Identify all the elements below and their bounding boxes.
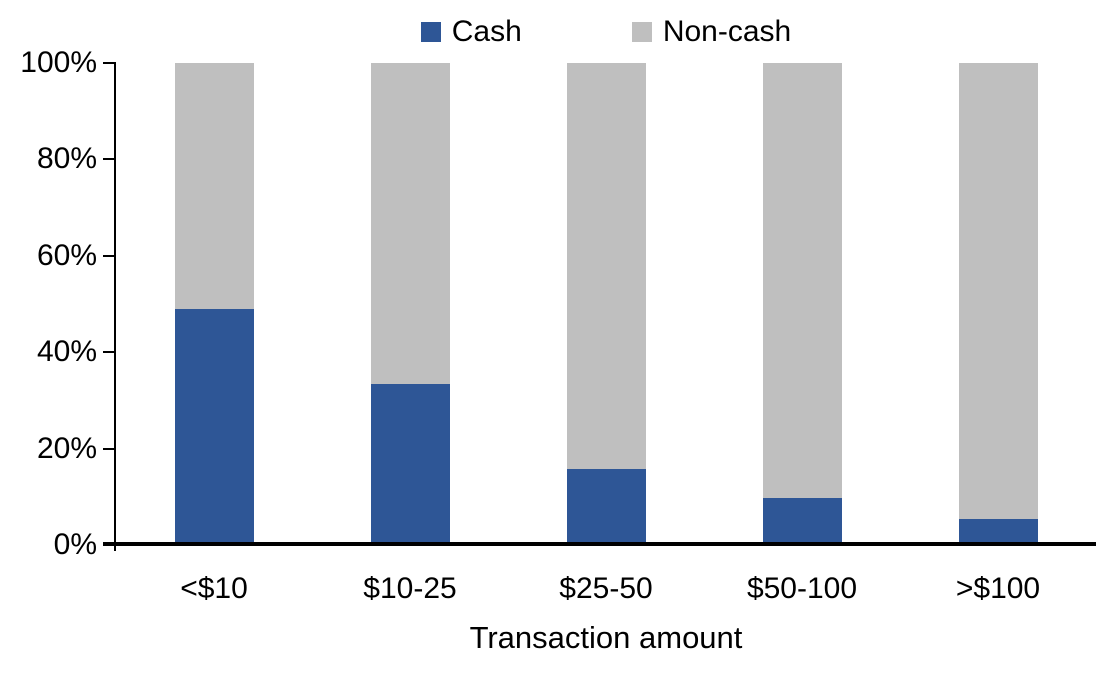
bar-slot-3 xyxy=(508,63,704,545)
bar-segment-non-cash xyxy=(958,63,1038,519)
y-axis-tick-label: 100% xyxy=(20,46,97,79)
legend-item-non-cash: Non-cash xyxy=(631,15,792,48)
y-axis-tick-mark xyxy=(103,544,116,546)
stacked-bar xyxy=(370,63,450,545)
stacked-bar xyxy=(566,63,646,545)
y-axis-tick-label: 20% xyxy=(36,431,97,465)
bar-segment-cash xyxy=(958,518,1038,545)
bars-container xyxy=(116,63,1096,545)
x-axis-tick-label: $50-100 xyxy=(746,572,858,605)
y-axis-tick-label: 40% xyxy=(36,335,97,369)
y-axis-tick-mark xyxy=(103,447,116,450)
stacked-bar xyxy=(174,63,254,545)
bar-segment-non-cash xyxy=(370,63,450,384)
legend-label: Non-cash xyxy=(662,15,792,48)
legend-item-cash: Cash xyxy=(420,15,522,48)
y-axis-tick-mark xyxy=(103,62,116,64)
bar-slot-4 xyxy=(704,63,900,545)
x-axis-tick-labels: <$10 $10-25 $25-50 $50-100 >$100 xyxy=(116,572,1096,605)
stacked-bar xyxy=(958,63,1038,545)
bar-segment-cash xyxy=(174,308,254,545)
y-axis-tick-mark xyxy=(103,351,116,354)
y-axis-tick-labels: 0% 20% 40% 60% 80% 100% xyxy=(0,48,97,560)
legend-label: Cash xyxy=(451,15,522,48)
bar-slot-1 xyxy=(116,63,312,545)
y-axis-line xyxy=(114,63,116,551)
x-axis-tick-label: >$100 xyxy=(955,572,1041,605)
bar-segment-non-cash xyxy=(566,63,646,469)
bar-slot-5 xyxy=(900,63,1096,545)
y-axis-tick-mark xyxy=(103,254,116,257)
plot-area xyxy=(103,62,1096,551)
bar-segment-cash xyxy=(762,498,842,545)
x-axis-tick-label: $10-25 xyxy=(363,572,457,605)
y-axis-tick-label: 0% xyxy=(53,528,97,561)
x-axis-line xyxy=(103,542,1096,546)
bar-segment-non-cash xyxy=(174,63,254,309)
bar-slot-2 xyxy=(312,63,508,545)
bar-segment-cash xyxy=(370,383,450,545)
y-axis-tick-mark xyxy=(103,158,116,161)
y-axis-tick-label: 60% xyxy=(36,238,97,272)
x-axis-tick-label: $25-50 xyxy=(559,572,653,605)
legend-swatch-icon xyxy=(420,22,441,42)
x-axis-title: Transaction amount xyxy=(469,620,743,655)
y-axis-tick-label: 80% xyxy=(36,142,97,176)
bar-segment-cash xyxy=(566,468,646,545)
legend: Cash Non-cash xyxy=(116,12,1096,52)
bar-segment-non-cash xyxy=(762,63,842,499)
x-axis-tick-label: <$10 xyxy=(180,572,248,605)
legend-swatch-icon xyxy=(631,22,652,42)
stacked-bar xyxy=(762,63,842,545)
